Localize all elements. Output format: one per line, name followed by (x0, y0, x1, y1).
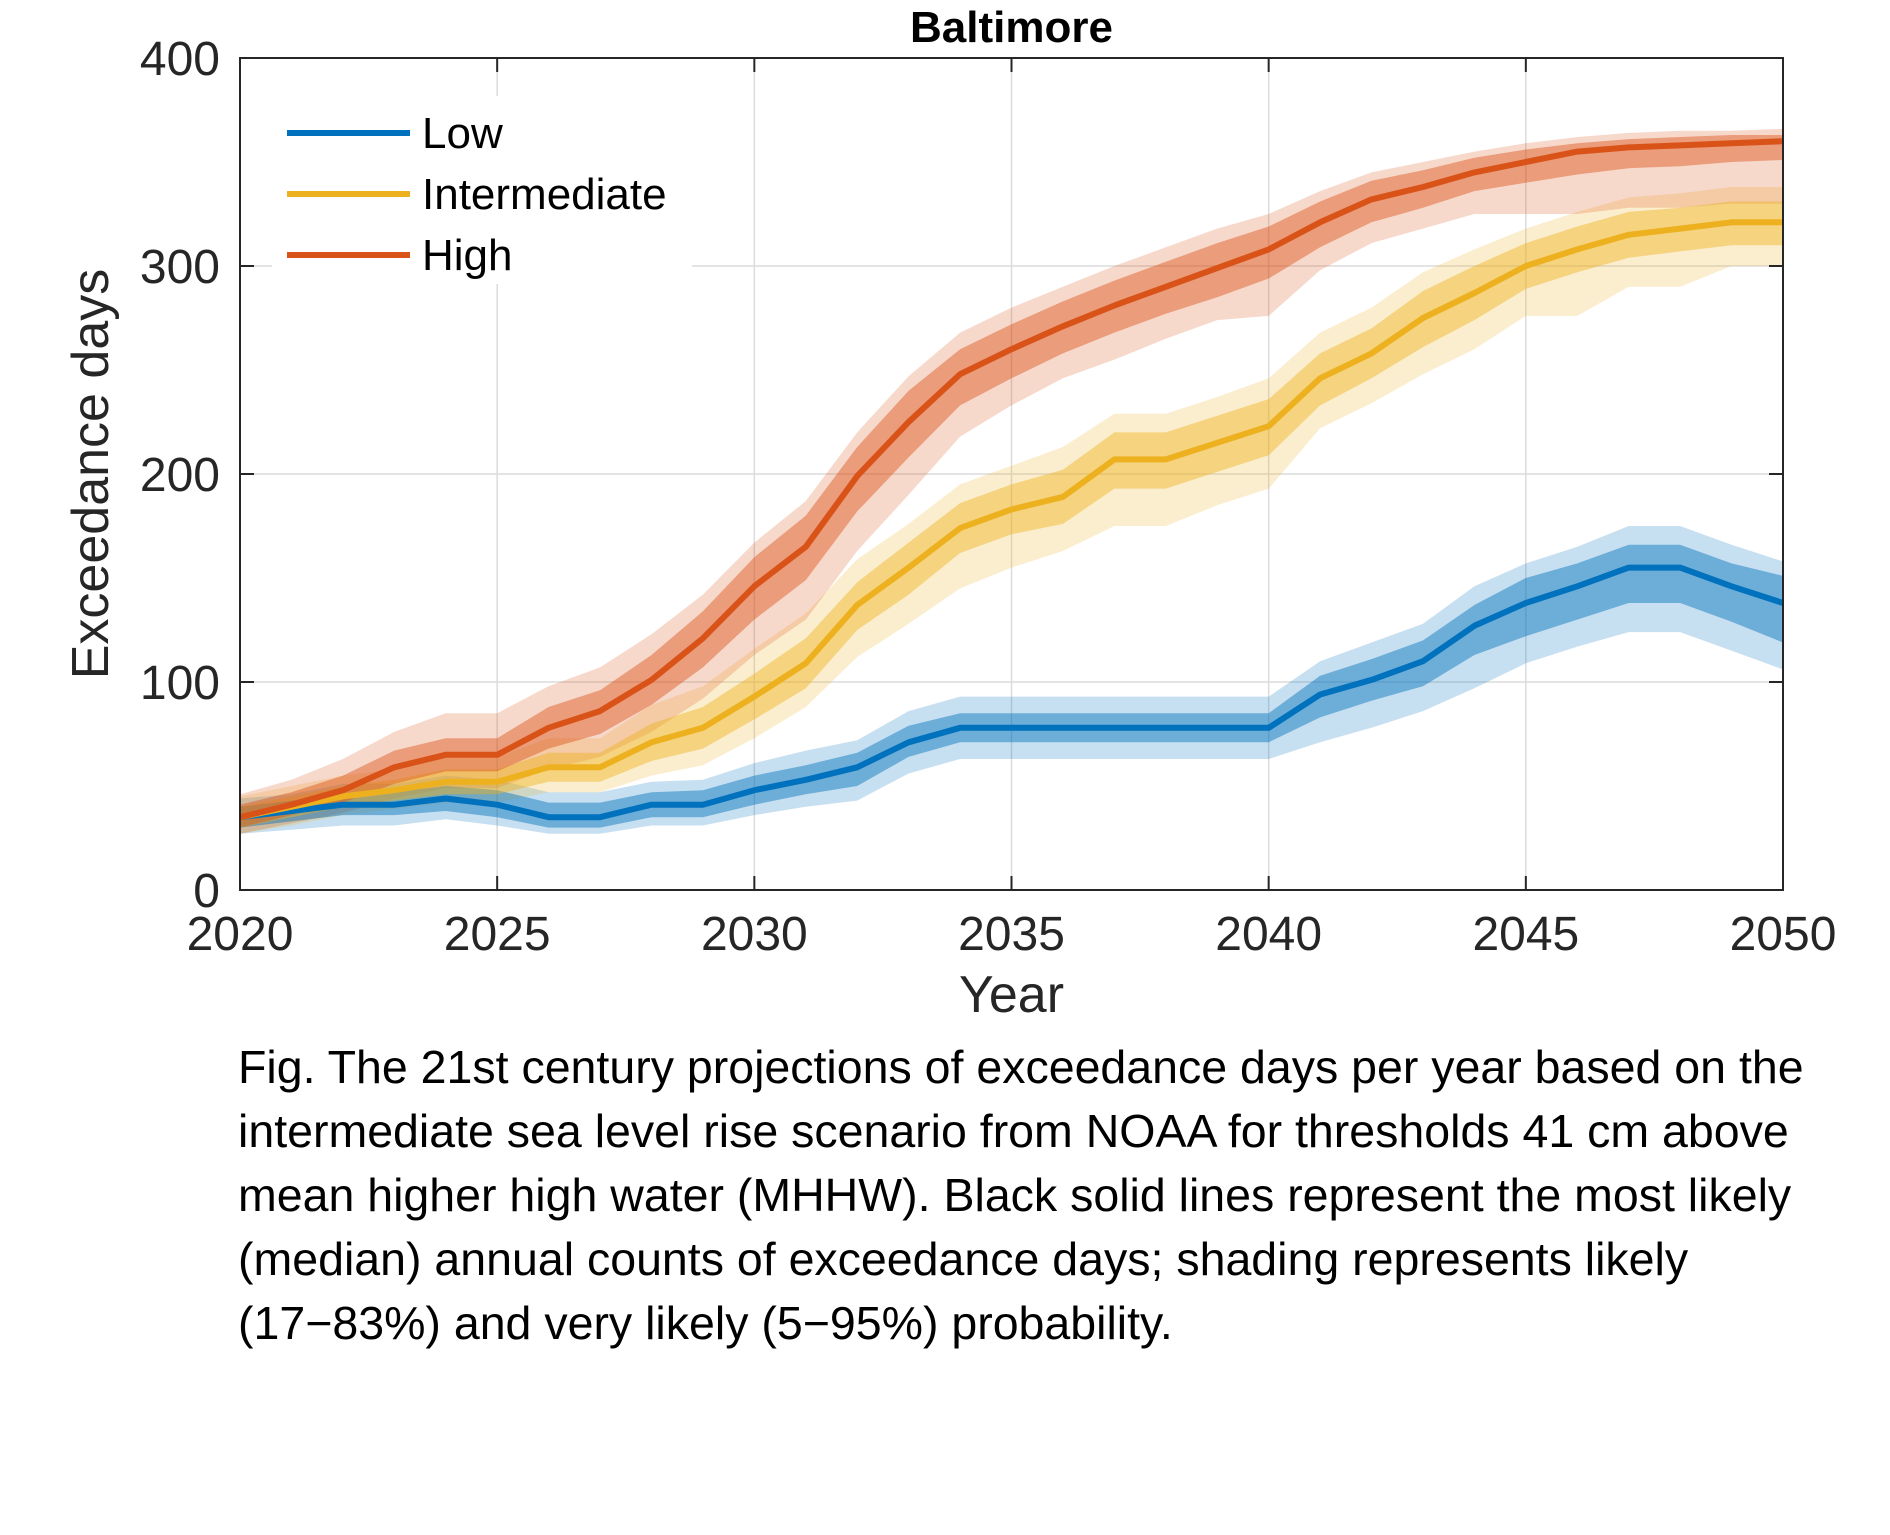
low-median-line (239, 564, 1784, 821)
chart-title: Baltimore (910, 3, 1113, 52)
intermediate-likely-band (240, 201, 1783, 828)
y-tick-label: 400 (140, 33, 220, 86)
y-tick-label: 100 (140, 657, 220, 710)
axis-ticks (239, 57, 1784, 891)
high-very-likely-band (240, 128, 1783, 834)
legend: Low Intermediate High (272, 96, 692, 284)
x-tick-label: 2040 (1215, 908, 1322, 961)
figure-caption: Fig. The 21st century projections of exc… (238, 1041, 1804, 1349)
y-axis-title: Exceedance days (62, 269, 120, 680)
grid-lines (240, 58, 1783, 890)
legend-label-high: High (422, 231, 513, 280)
tick-labels: 2020 2025 2030 2035 2040 2045 2050 0 100 200 300 40… (140, 33, 1836, 961)
x-tick-label: 2050 (1730, 908, 1837, 961)
legend-label-intermediate: Intermediate (422, 170, 667, 219)
median-lines (239, 138, 1784, 821)
high-median-line (239, 138, 1784, 821)
y-tick-label: 300 (140, 241, 220, 294)
x-tick-label: 2020 (187, 908, 294, 961)
x-tick-label: 2025 (444, 908, 551, 961)
y-tick-label: 0 (193, 865, 220, 918)
x-tick-label: 2045 (1472, 908, 1579, 961)
intermediate-median-line (239, 219, 1783, 821)
x-tick-label: 2035 (958, 908, 1065, 961)
legend-label-low: Low (422, 109, 503, 158)
x-axis-title: Year (959, 966, 1064, 1024)
x-tick-label: 2030 (701, 908, 808, 961)
y-tick-label: 200 (140, 449, 220, 502)
exceedance-chart: 2020 2025 2030 2035 2040 2045 2050 0 100 200 300 40… (62, 3, 1836, 1024)
high-likely-band (240, 135, 1783, 828)
low-likely-band (240, 544, 1783, 828)
